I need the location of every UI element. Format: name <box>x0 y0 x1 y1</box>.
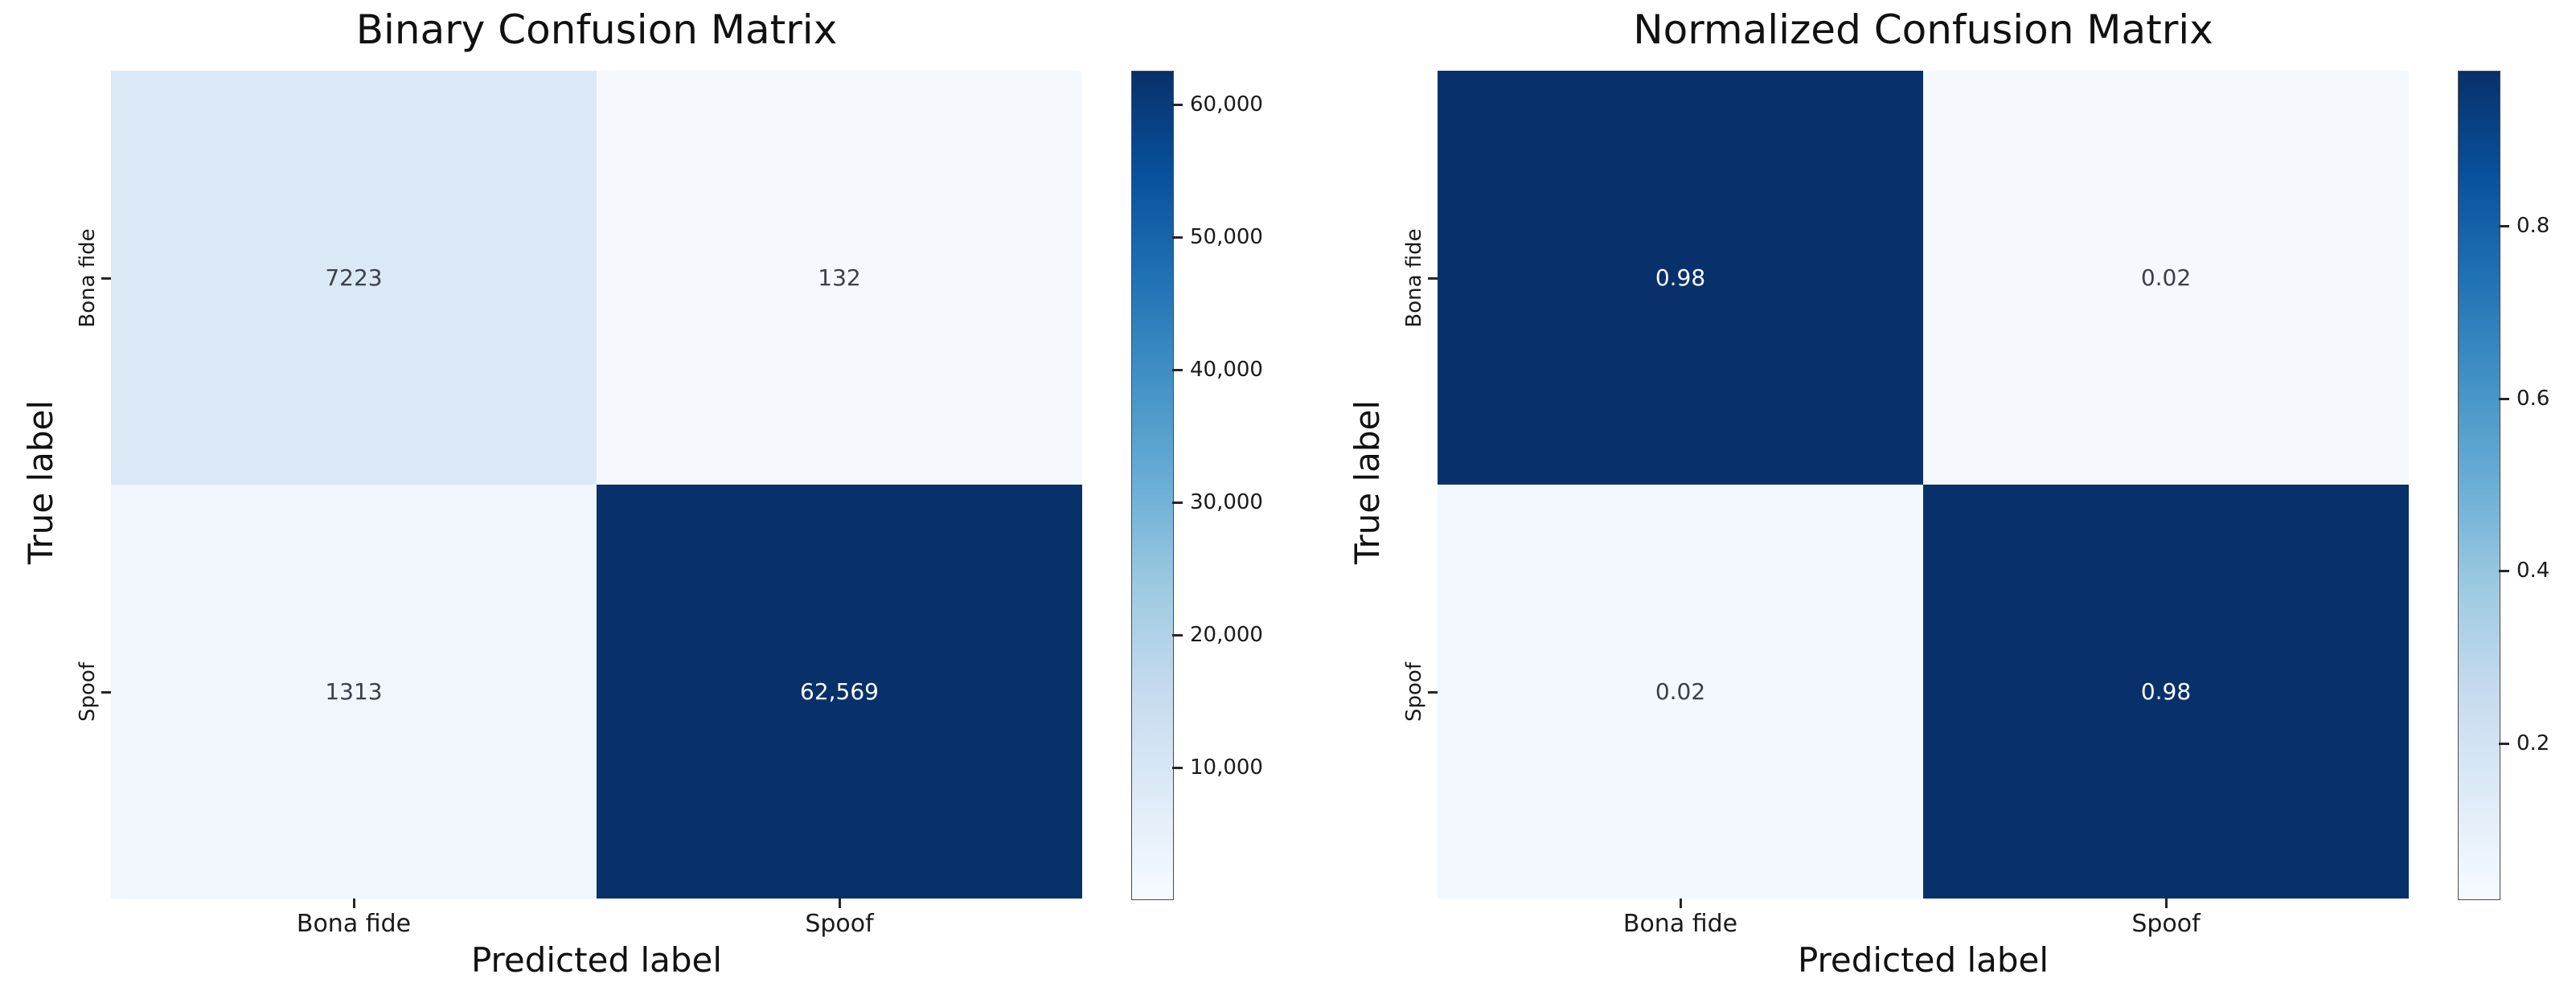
y-axis-label-binary: True label <box>21 399 60 565</box>
colorbar-tick-label: 0.4 <box>2517 559 2550 583</box>
colorbar-tick-mark <box>1172 767 1183 770</box>
colorbar-tick-label: 0.8 <box>2517 214 2550 239</box>
colorbar-tick-mark <box>1172 104 1183 107</box>
y-tick-mark <box>1428 277 1438 280</box>
cell-value: 132 <box>818 264 861 291</box>
y-tick-mark <box>101 691 111 694</box>
cell-value: 1313 <box>325 678 383 705</box>
colorbar-tick-mark <box>1172 236 1183 239</box>
x-tick-mark <box>353 899 355 908</box>
colorbar-tick-label: 60,000 <box>1190 92 1263 117</box>
x-tick-mark <box>2165 899 2168 908</box>
cell-value: 62,569 <box>800 678 879 705</box>
x-tick-label-bonafide-normalized: Bona fide <box>1622 910 1738 938</box>
colorbar-tick-label: 0.2 <box>2517 731 2550 755</box>
colorbar-tick-label: 30,000 <box>1190 490 1263 515</box>
heatmap-cell-r1c0: 1313 <box>111 485 597 899</box>
cell-value: 7223 <box>325 264 383 291</box>
colorbar-tick-mark <box>2499 397 2509 400</box>
heatmap-cell-r0c1: 0.02 <box>1923 71 2409 485</box>
x-tick-mark <box>1680 899 1682 908</box>
colorbar-tick-label: 40,000 <box>1190 358 1263 383</box>
cell-value: 0.98 <box>1655 264 1706 291</box>
heatmap-cell-r1c1: 0.98 <box>1923 485 2409 899</box>
y-tick-label-bonafide-normalized: Bona fide <box>1402 228 1426 328</box>
colorbar-tick-label: 10,000 <box>1190 755 1263 780</box>
heatmap-cell-r0c0: 0.98 <box>1438 71 1923 485</box>
y-tick-label-spoof-binary: Spoof <box>76 662 100 722</box>
y-tick-label-bonafide-binary: Bona fide <box>76 228 100 328</box>
heatmap-cell-r1c1: 62,569 <box>597 485 1082 899</box>
y-axis-label-normalized: True label <box>1347 399 1387 565</box>
x-tick-label-spoof-normalized: Spoof <box>2131 910 2201 938</box>
heatmap-normalized: 0.98 0.02 0.02 0.98 <box>1438 71 2409 899</box>
heatmap-cell-r0c0: 7223 <box>111 71 597 485</box>
y-tick-mark <box>1428 691 1438 694</box>
cell-value: 0.02 <box>1655 678 1706 705</box>
panel-title-normalized: Normalized Confusion Matrix <box>1633 6 2213 53</box>
colorbar-tick-label: 0.6 <box>2517 386 2550 411</box>
colorbar-tick-mark <box>1172 369 1183 372</box>
heatmap-binary: 7223 132 1313 62,569 <box>111 71 1082 899</box>
colorbar-tick-mark <box>2499 742 2509 745</box>
colorbar-binary <box>1131 71 1174 900</box>
heatmap-cell-r0c1: 132 <box>597 71 1082 485</box>
colorbar-tick-label: 50,000 <box>1190 225 1263 250</box>
y-tick-mark <box>101 277 111 280</box>
x-tick-mark <box>839 899 841 908</box>
colorbar-tick-mark <box>1172 502 1183 505</box>
colorbar-tick-mark <box>1172 634 1183 637</box>
y-tick-label-spoof-normalized: Spoof <box>1402 662 1426 722</box>
x-axis-label-normalized: Predicted label <box>1797 940 2049 980</box>
colorbar-tick-mark <box>2499 570 2509 573</box>
cell-value: 0.02 <box>2140 264 2192 291</box>
colorbar-normalized <box>2458 71 2500 900</box>
colorbar-tick-label: 20,000 <box>1190 623 1263 648</box>
panel-title-binary: Binary Confusion Matrix <box>355 6 838 53</box>
colorbar-tick-mark <box>2499 225 2509 228</box>
heatmap-cell-r1c0: 0.02 <box>1438 485 1923 899</box>
x-tick-label-spoof-binary: Spoof <box>805 910 874 938</box>
cell-value: 0.98 <box>2140 678 2192 705</box>
x-tick-label-bonafide-binary: Bona fide <box>296 910 412 938</box>
x-axis-label-binary: Predicted label <box>470 940 723 980</box>
